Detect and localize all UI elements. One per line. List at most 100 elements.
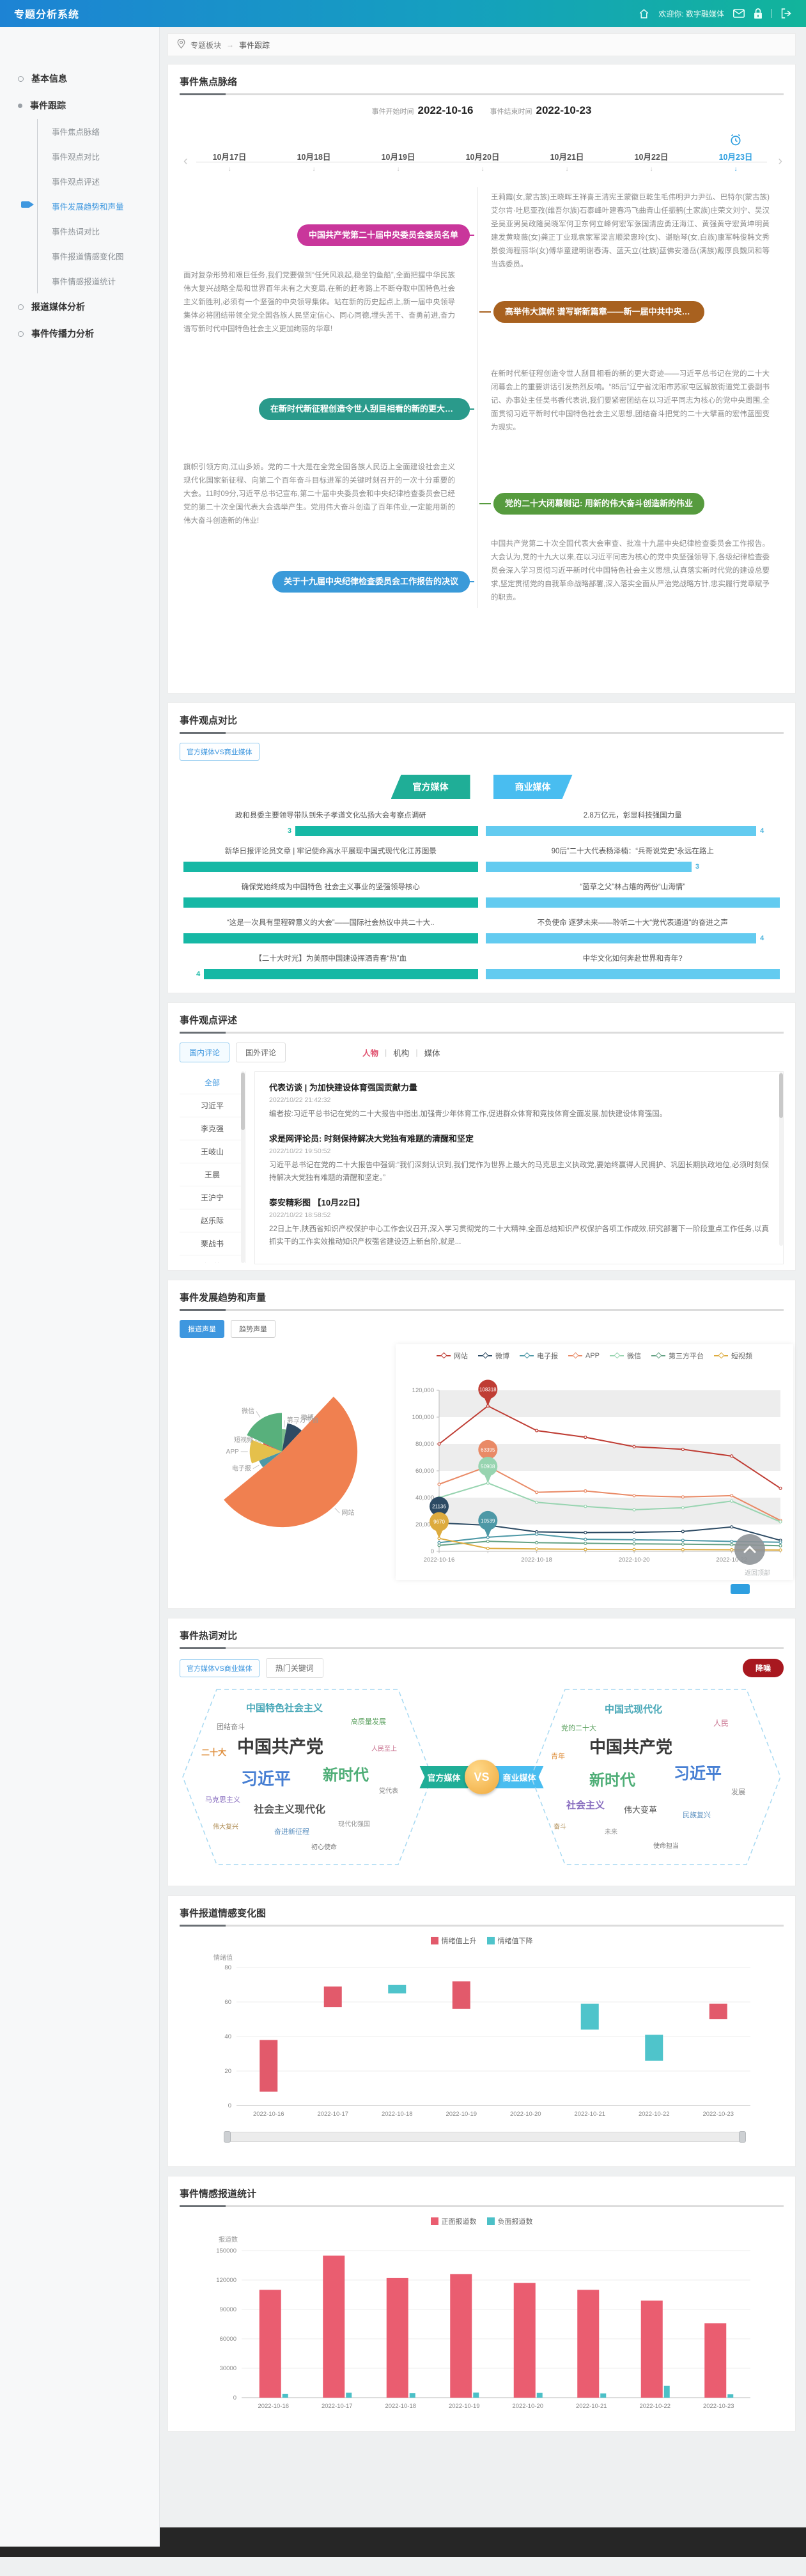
official-bar[interactable] <box>183 862 478 872</box>
mail-icon[interactable] <box>733 9 745 18</box>
negative-bar-2022-10-22[interactable] <box>663 2386 670 2398</box>
commercial-bar[interactable] <box>485 969 780 979</box>
entry-title[interactable]: 泰安精彩图 【10月22日】 <box>269 1198 365 1207</box>
hotword-新时代[interactable]: 新时代 <box>589 1772 635 1789</box>
timeline-event-pill[interactable]: 在新时代新征程创造令世人刮目相看的新的更大奇迹——习... <box>259 398 470 420</box>
legend-item-负面报道数[interactable]: 负面报道数 <box>486 2216 533 2226</box>
commercial-headline[interactable]: 不负使命 逐梦未来——聆听二十大“党代表通道”的奋进之声 <box>537 919 728 927</box>
timeline-event-pill[interactable]: 关于十九届中央纪律检查委员会工作报告的决议 <box>272 571 470 593</box>
hotword-初心使命[interactable]: 初心使命 <box>311 1844 337 1851</box>
positive-bar-2022-10-17[interactable] <box>322 2255 345 2398</box>
hotword-高质量发展[interactable]: 高质量发展 <box>351 1718 386 1726</box>
commercial-headline[interactable]: 中华文化如何奔赴世界和青年? <box>582 955 683 963</box>
person-item-全部[interactable]: 全部 <box>180 1071 245 1094</box>
sidebar-item-事件传播力分析[interactable]: 事件传播力分析 <box>0 320 159 347</box>
timeline-next-icon[interactable]: › <box>778 154 782 168</box>
hotword-使命担当[interactable]: 使命担当 <box>653 1843 679 1850</box>
positive-bar-2022-10-18[interactable] <box>386 2277 408 2398</box>
hotword-二十大[interactable]: 二十大 <box>201 1748 227 1757</box>
timeline-date-10月20日[interactable]: 10月20日 <box>465 153 500 162</box>
hotword-中国特色社会主义[interactable]: 中国特色社会主义 <box>246 1703 323 1714</box>
pie-slice-第三方平台[interactable] <box>282 1429 286 1452</box>
hotword-习近平[interactable]: 习近平 <box>674 1765 722 1783</box>
negative-bar-2022-10-23[interactable] <box>727 2394 733 2398</box>
pie-slice-网站[interactable] <box>224 1397 358 1528</box>
legend-item-APP[interactable]: APP <box>568 1351 600 1361</box>
negative-bar-2022-10-16[interactable] <box>282 2393 288 2398</box>
hotword-人民至上[interactable]: 人民至上 <box>371 1746 397 1753</box>
commercial-headline[interactable]: “菌草之父”林占熺的两份“山海情” <box>580 883 686 891</box>
official-bar[interactable] <box>183 897 478 908</box>
negative-bar-2022-10-18[interactable] <box>409 2393 415 2398</box>
timeline-date-10月19日[interactable]: 10月19日 <box>381 153 415 162</box>
datazoom-handle-left[interactable] <box>224 2131 231 2143</box>
trend-button-趋势声量[interactable]: 趋势声量 <box>231 1320 275 1338</box>
sidebar-item-事件发展趋势和声量[interactable]: 事件发展趋势和声量 <box>21 194 159 219</box>
hotword-奋斗[interactable]: 奋斗 <box>554 1824 566 1831</box>
hotword-发展[interactable]: 发展 <box>731 1788 745 1796</box>
sidebar-item-基本信息[interactable]: 基本信息 <box>0 65 159 92</box>
person-item-王沪宁[interactable]: 王沪宁 <box>180 1186 245 1209</box>
person-list-scrollbar[interactable] <box>241 1071 245 1263</box>
positive-bar-2022-10-21[interactable] <box>577 2290 599 2398</box>
hotword-中国式现代化[interactable]: 中国式现代化 <box>605 1704 663 1715</box>
pie-slice-APP[interactable] <box>249 1439 282 1464</box>
hotword-党代表[interactable]: 党代表 <box>379 1788 398 1795</box>
hotword-民族复兴[interactable]: 民族复兴 <box>683 1812 711 1819</box>
pie-slice-微博[interactable] <box>282 1423 302 1452</box>
positive-bar-2022-10-16[interactable] <box>259 2290 281 2398</box>
filter-媒体[interactable]: 媒体 <box>424 1049 440 1058</box>
legend-item-微信[interactable]: 微信 <box>610 1351 641 1361</box>
hotword-新时代[interactable]: 新时代 <box>323 1767 369 1784</box>
denoise-button[interactable]: 降噪 <box>742 1659 784 1677</box>
sidebar-item-事件跟踪[interactable]: 事件跟踪 <box>0 92 159 119</box>
official-headline[interactable]: 新华日报评论员文章 | 牢记使命高水平展现中国式现代化江苏图景 <box>224 848 437 855</box>
entry-title[interactable]: 求是网评论员: 时刻保持解决大党独有难题的清醒和坚定 <box>269 1134 474 1144</box>
lock-icon[interactable] <box>754 8 763 19</box>
datazoom-slider[interactable] <box>224 2131 746 2143</box>
timeline-event-pill[interactable]: 党的二十大闭幕侧记: 用新的伟大奋斗创造新的伟业 <box>493 493 704 515</box>
line-series-第三方平台[interactable] <box>438 1540 781 1547</box>
official-headline[interactable]: 确保党始终成为中国特色 社会主义事业的坚强领导核心 <box>241 883 420 891</box>
tab-国外评论[interactable]: 国外评论 <box>236 1043 286 1062</box>
hotword-习近平[interactable]: 习近平 <box>241 1769 291 1788</box>
sidebar-item-事件焦点脉络[interactable]: 事件焦点脉络 <box>52 128 100 137</box>
timeline-prev-icon[interactable]: ‹ <box>183 154 188 168</box>
line-series-微博[interactable] <box>438 1522 781 1541</box>
hotword-现代化强国[interactable]: 现代化强国 <box>338 1821 370 1828</box>
official-vs-commercial-button[interactable]: 官方媒体VS商业媒体 <box>180 743 260 761</box>
sentiment-bar-2022-10-22[interactable] <box>644 2035 663 2061</box>
positive-bar-2022-10-19[interactable] <box>449 2274 472 2398</box>
sentiment-bar-2022-10-16[interactable] <box>259 2040 277 2092</box>
person-item-栗战书[interactable]: 栗战书 <box>180 1232 245 1255</box>
trend-button-报道声量[interactable]: 报道声量 <box>180 1320 224 1338</box>
line-series-电子报[interactable] <box>438 1533 781 1544</box>
sidebar-item-事件情感报道统计[interactable]: 事件情感报道统计 <box>52 277 116 286</box>
legend-item-微博[interactable]: 微博 <box>477 1351 509 1361</box>
hotword-团结奋斗[interactable]: 团结奋斗 <box>217 1723 245 1731</box>
hotword-中国共产党[interactable]: 中国共产党 <box>237 1737 323 1757</box>
hotword-社会主义现代化[interactable]: 社会主义现代化 <box>254 1804 326 1815</box>
person-item-李克强[interactable]: 李克强 <box>180 1117 245 1140</box>
commercial-headline[interactable]: 2.8万亿元，彰显科技强国力量 <box>583 812 682 819</box>
hotword-中国共产党[interactable]: 中国共产党 <box>589 1737 673 1757</box>
official-headline[interactable]: “这是一次具有里程碑意义的大会”——国际社会热议中共二十大.. <box>226 919 435 927</box>
negative-bar-2022-10-20[interactable] <box>536 2393 543 2398</box>
legend-item-正面报道数[interactable]: 正面报道数 <box>430 2216 477 2226</box>
positive-bar-2022-10-22[interactable] <box>640 2301 663 2398</box>
hotword-党的二十大[interactable]: 党的二十大 <box>561 1725 596 1732</box>
commercial-bar[interactable] <box>485 826 757 836</box>
legend-item-第三方平台[interactable]: 第三方平台 <box>651 1351 704 1361</box>
tab-国内评论[interactable]: 国内评论 <box>180 1043 230 1062</box>
line-series-短视频[interactable] <box>438 1537 781 1551</box>
person-item-赵乐际[interactable]: 赵乐际 <box>180 1209 245 1232</box>
sentiment-bar-2022-10-23[interactable] <box>709 2003 727 2019</box>
timeline-date-10月17日[interactable]: 10月17日 <box>212 153 247 162</box>
legend-item-情绪值下降[interactable]: 情绪值下降 <box>486 1936 533 1946</box>
line-series-网站[interactable] <box>438 1405 781 1489</box>
hotword-伟大变革[interactable]: 伟大变革 <box>624 1805 658 1815</box>
official-headline[interactable]: 政和县委主要领导带队到朱子孝道文化弘扬大会考察点调研 <box>235 812 426 819</box>
logout-icon[interactable] <box>781 8 792 19</box>
legend-item-短视频[interactable]: 短视频 <box>714 1351 752 1361</box>
sidebar-item-事件热词对比[interactable]: 事件热词对比 <box>52 228 100 237</box>
